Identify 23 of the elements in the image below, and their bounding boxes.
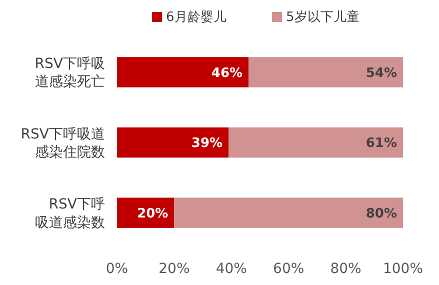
bar: [248, 57, 403, 88]
data-label: 39%: [191, 136, 223, 152]
legend-label: 5岁以下儿童: [286, 9, 360, 25]
x-tick-label: 60%: [273, 261, 304, 277]
x-tick-label: 100%: [382, 261, 424, 277]
bar: [228, 127, 403, 158]
x-tick-label: 40%: [216, 261, 247, 277]
data-label: 61%: [366, 136, 397, 152]
y-tick-label: RSV下呼吸道感染住院数: [20, 126, 105, 160]
data-label: 46%: [211, 66, 243, 81]
x-tick-label: 0%: [106, 261, 128, 277]
bar: [117, 57, 249, 88]
bar: [117, 198, 174, 228]
bar: [117, 127, 229, 158]
legend-label: 6月龄婴儿: [166, 10, 226, 25]
data-label: 80%: [366, 206, 397, 222]
y-tick-label: RSV下呼吸道感染数: [35, 196, 105, 231]
y-tick-label: RSV下呼吸道感染死亡: [34, 56, 105, 90]
x-tick-label: 20%: [158, 261, 190, 277]
bar: [174, 198, 403, 228]
data-label: 54%: [366, 66, 397, 81]
x-tick-label: 80%: [330, 261, 362, 277]
data-label: 20%: [137, 206, 168, 222]
